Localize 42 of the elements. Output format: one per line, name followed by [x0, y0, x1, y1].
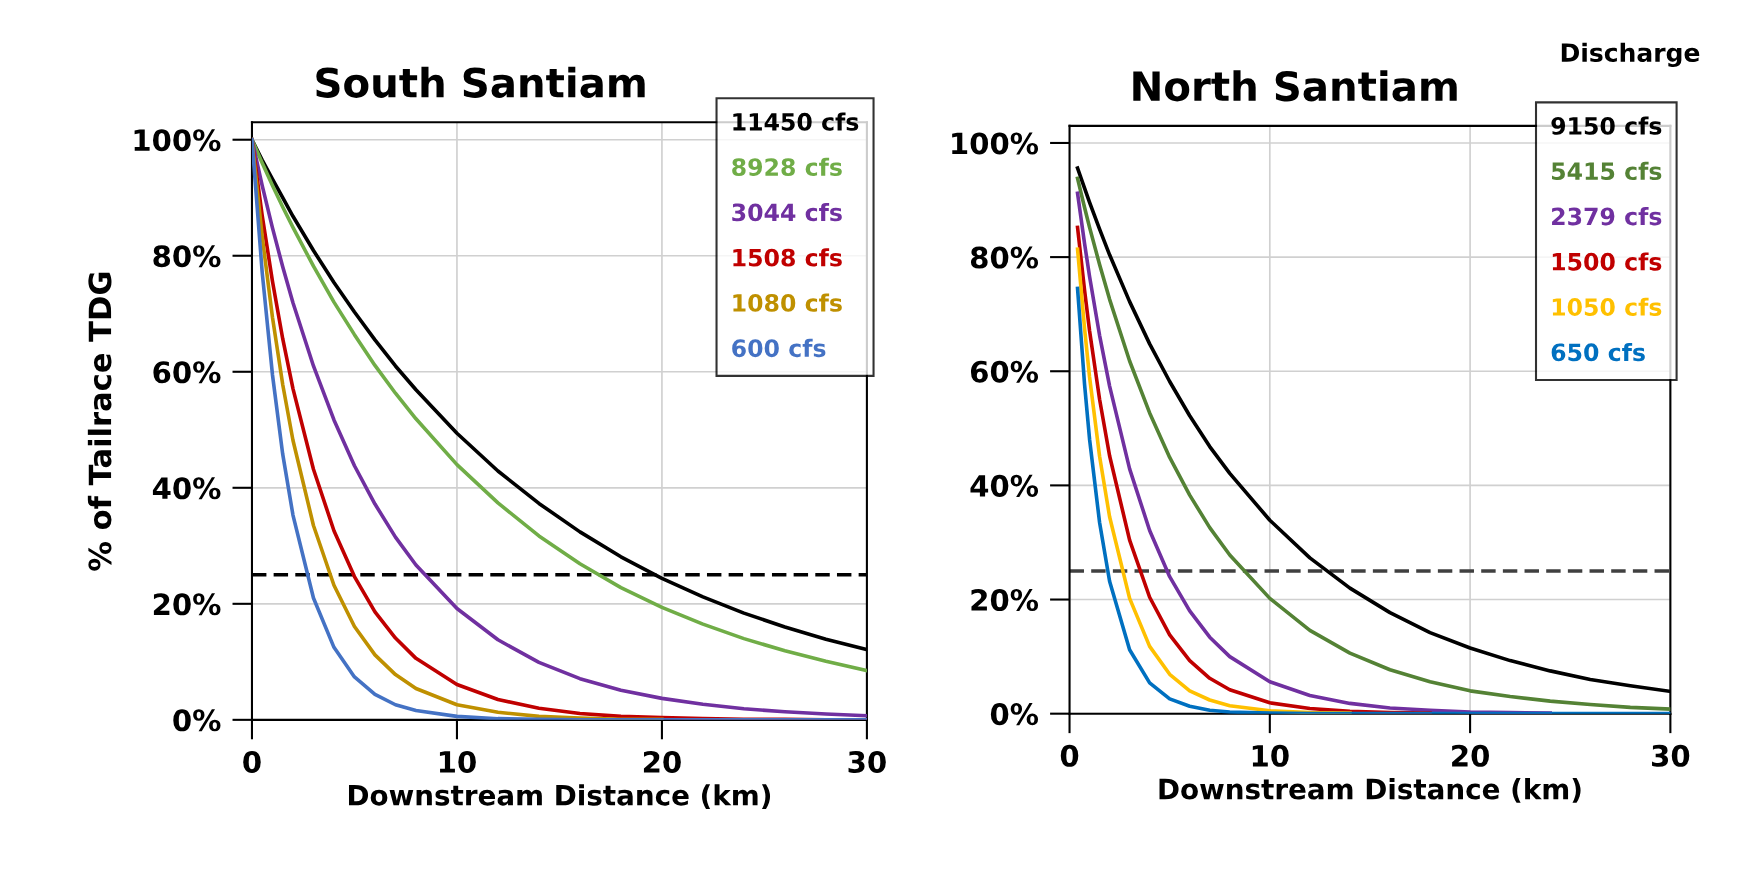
text: 650 cfs: [1551, 342, 1645, 362]
x-tick-label: 10: [1252, 744, 1289, 767]
y-tick-label: 100%: [134, 129, 221, 152]
line-series: [1075, 191, 1553, 714]
y-axis-title: % of Tailrace TDG: [87, 272, 112, 571]
text: 600 cfs: [732, 338, 826, 358]
x-tick-label: 20: [1452, 744, 1489, 767]
chart-title: South Santiam: [316, 66, 645, 98]
text: 1508 cfs: [733, 248, 842, 267]
line-series: [1075, 225, 1432, 714]
x-tick-label: 10: [439, 750, 476, 773]
text: 9150 cfs: [1551, 116, 1662, 135]
x-tick-label: 20: [643, 750, 681, 773]
y-tick-label: 20%: [153, 593, 221, 616]
chart-title: North Santiam: [1133, 70, 1457, 102]
y-tick-label: 0%: [990, 703, 1039, 726]
legend-title: Discharge: [1561, 42, 1700, 68]
x-axis-title: Downstream Distance (km): [348, 784, 771, 809]
text: 1500 cfs: [1552, 252, 1662, 271]
y-tick-label: 0%: [173, 709, 221, 732]
y-tick-label: 80%: [970, 246, 1039, 269]
y-tick-label: 60%: [970, 360, 1039, 383]
x-axis-title: Downstream Distance (km): [1159, 778, 1581, 803]
x-tick-label: 0: [243, 750, 261, 773]
y-tick-label: 40%: [152, 477, 221, 500]
text: 2379 cfs: [1552, 207, 1662, 226]
x-tick-label: 30: [848, 750, 886, 773]
y-tick-label: 60%: [153, 361, 221, 384]
y-tick-label: 100%: [952, 132, 1039, 155]
text: 1080 cfs: [733, 293, 842, 312]
text: 8928 cfs: [732, 157, 842, 176]
line-series: [1075, 286, 1671, 714]
text: 11450 cfs: [733, 112, 859, 131]
text: 5415 cfs: [1552, 161, 1662, 181]
y-tick-label: 40%: [970, 474, 1039, 497]
text: 3044 cfs: [732, 203, 842, 222]
x-tick-label: 30: [1652, 744, 1690, 767]
text: 1050 cfs: [1552, 297, 1662, 316]
x-tick-label: 0: [1060, 744, 1079, 767]
line-series: [1075, 247, 1352, 714]
y-tick-label: 20%: [971, 588, 1039, 612]
y-tick-label: 80%: [153, 245, 221, 268]
